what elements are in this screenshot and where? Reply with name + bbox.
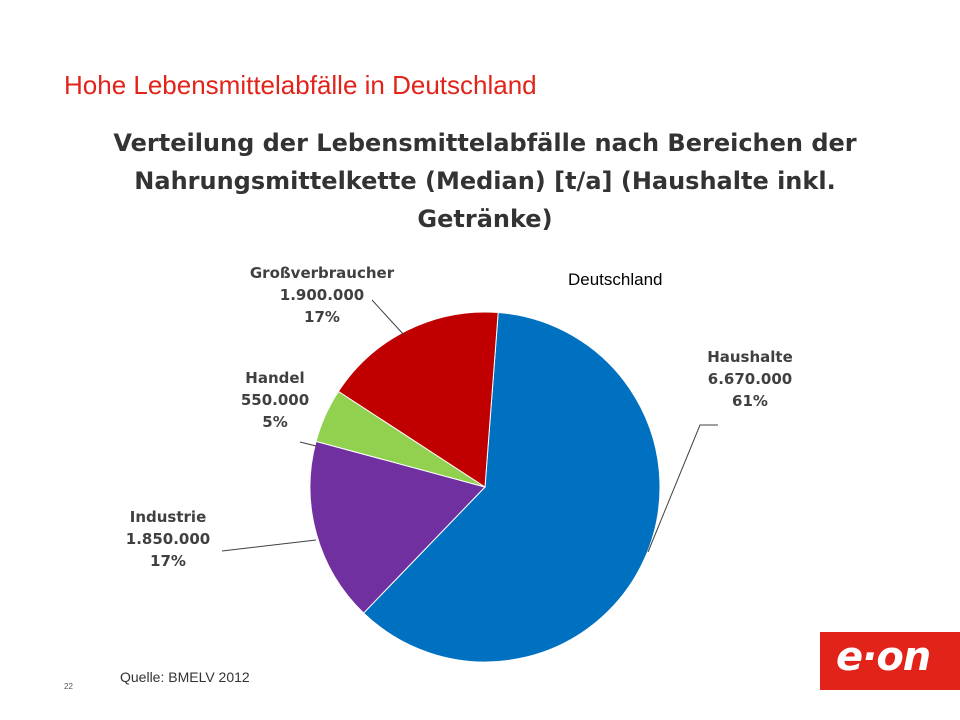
slice-label-industrie-percent_label: 17%: [150, 552, 186, 570]
slice-label-handel-value: 550.000: [241, 391, 309, 409]
chart-title-line-2: Nahrungsmittelkette (Median) [t/a] (Haus…: [134, 167, 836, 195]
slice-label-großverbraucher-percent_label: 17%: [304, 308, 340, 326]
slice-label-industrie-name: Industrie: [130, 508, 207, 526]
slice-label-haushalte-value: 6.670.000: [708, 370, 792, 388]
leader-line-handel: [299, 441, 317, 447]
slice-label-haushalte-percent_label: 61%: [732, 392, 768, 410]
logo-text: e·on: [836, 634, 931, 680]
slice-label-großverbraucher-name: Großverbraucher: [250, 264, 395, 282]
slice-label-haushalte-name: Haushalte: [707, 348, 793, 366]
pie-slice-großverbraucher: [337, 311, 499, 488]
slice-label-industrie-value: 1.850.000: [126, 530, 210, 548]
page-number: 22: [64, 682, 73, 691]
eon-logo: e·on: [820, 632, 960, 690]
source-note: Quelle: BMELV 2012: [120, 669, 250, 685]
chart-title: Verteilung der Lebensmittelabfälle nach …: [100, 124, 870, 238]
slice-label-großverbraucher-value: 1.900.000: [280, 286, 364, 304]
slice-label-handel-name: Handel: [245, 369, 304, 387]
leader-line-haushalte: [647, 424, 718, 553]
leader-line-großverbraucher: [371, 299, 405, 336]
slide-title: Hohe Lebensmittelabfälle in Deutschland: [64, 70, 537, 100]
pie-slice-haushalte: [362, 311, 661, 663]
slice-label-handel-percent_label: 5%: [262, 413, 287, 431]
chart-title-line-1: Verteilung der Lebensmittelabfälle nach …: [113, 129, 857, 157]
region-label: Deutschland: [568, 270, 663, 289]
leader-line-industrie: [221, 539, 317, 552]
chart-title-line-3: Getränke): [417, 205, 553, 233]
pie-slice-industrie: [309, 440, 486, 614]
